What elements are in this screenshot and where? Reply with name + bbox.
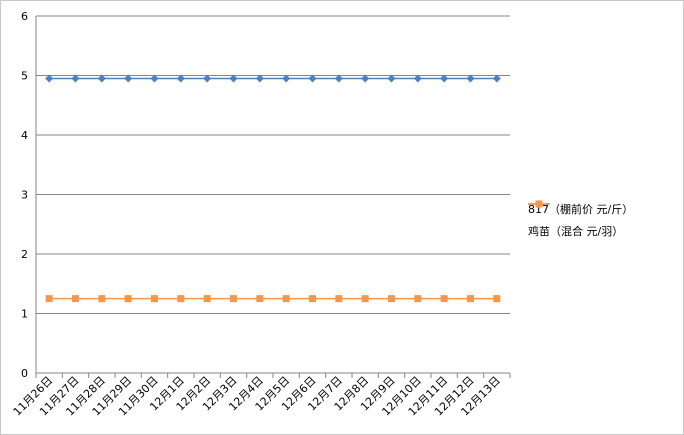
data-point-817	[255, 74, 264, 83]
data-point-817	[308, 74, 317, 83]
data-point-817	[282, 74, 291, 83]
data-point-chick	[493, 295, 501, 303]
data-point-817	[334, 74, 343, 83]
data-point-chick	[124, 295, 132, 303]
legend-item-chick: 鸡苗（混合 元/羽）	[528, 200, 678, 242]
data-point-817	[150, 74, 159, 83]
data-point-chick	[440, 295, 448, 303]
data-point-817	[229, 74, 238, 83]
data-point-817	[413, 74, 422, 83]
data-point-chick	[256, 295, 264, 303]
y-tick-label: 6	[21, 10, 28, 23]
data-point-chick	[98, 295, 106, 303]
data-point-chick	[45, 295, 53, 303]
data-point-chick	[203, 295, 211, 303]
y-tick-label: 5	[21, 70, 28, 83]
legend: 817（棚前价 元/斤） 鸡苗（混合 元/羽）	[528, 198, 678, 242]
data-point-817	[440, 74, 449, 83]
data-point-817	[492, 74, 501, 83]
legend-label-chick: 鸡苗（混合 元/羽）	[528, 225, 624, 238]
data-point-817	[176, 74, 185, 83]
data-point-chick	[151, 295, 158, 303]
data-point-chick	[467, 295, 474, 303]
data-point-chick	[230, 295, 237, 303]
legend-label-817: 817（棚前价 元/斤）	[528, 203, 634, 216]
data-point-817	[71, 74, 80, 83]
y-tick-label: 2	[21, 248, 28, 261]
legend-square-icon	[528, 200, 550, 208]
data-point-chick	[177, 295, 185, 303]
y-tick-label: 3	[21, 189, 28, 202]
data-point-chick	[72, 295, 79, 303]
data-point-chick	[335, 295, 343, 303]
data-point-chick	[414, 295, 422, 303]
data-point-chick	[282, 295, 290, 303]
data-point-817	[387, 74, 396, 83]
data-point-chick	[309, 295, 316, 303]
data-point-chick	[361, 295, 369, 303]
y-tick-label: 1	[21, 308, 28, 321]
data-point-chick	[388, 295, 395, 303]
data-point-817	[361, 74, 370, 83]
data-point-817	[97, 74, 106, 83]
y-tick-label: 4	[21, 129, 28, 142]
y-tick-label: 0	[21, 367, 28, 380]
data-point-817	[466, 74, 475, 83]
legend-item-817: 817（棚前价 元/斤）	[528, 198, 678, 220]
data-point-817	[45, 74, 54, 83]
data-point-817	[124, 74, 133, 83]
data-point-817	[203, 74, 212, 83]
